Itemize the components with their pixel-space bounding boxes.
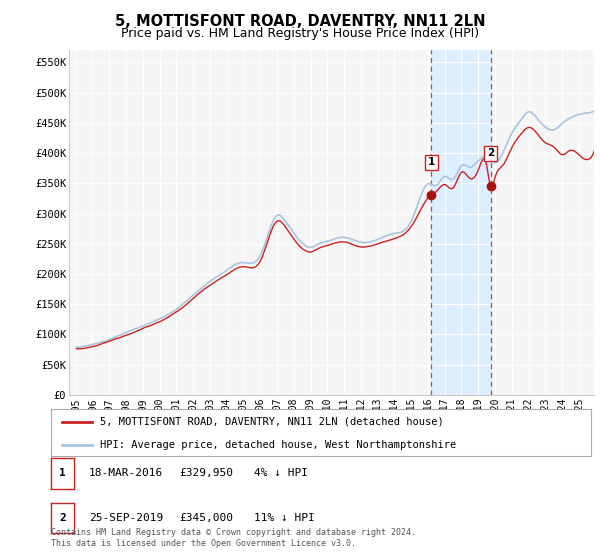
Text: Contains HM Land Registry data © Crown copyright and database right 2024.
This d: Contains HM Land Registry data © Crown c… [51, 528, 416, 548]
Text: 5, MOTTISFONT ROAD, DAVENTRY, NN11 2LN (detached house): 5, MOTTISFONT ROAD, DAVENTRY, NN11 2LN (… [100, 417, 443, 427]
Text: £329,950: £329,950 [179, 468, 233, 478]
Text: 18-MAR-2016: 18-MAR-2016 [89, 468, 163, 478]
Text: £345,000: £345,000 [179, 513, 233, 523]
Text: HPI: Average price, detached house, West Northamptonshire: HPI: Average price, detached house, West… [100, 440, 456, 450]
Bar [431, 50, 491, 395]
Text: 1: 1 [59, 468, 66, 478]
Text: 11% ↓ HPI: 11% ↓ HPI [254, 513, 314, 523]
Text: 4% ↓ HPI: 4% ↓ HPI [254, 468, 308, 478]
Text: 2: 2 [59, 513, 66, 523]
Text: 1: 1 [428, 157, 435, 167]
Text: 25-SEP-2019: 25-SEP-2019 [89, 513, 163, 523]
Text: 5, MOTTISFONT ROAD, DAVENTRY, NN11 2LN: 5, MOTTISFONT ROAD, DAVENTRY, NN11 2LN [115, 14, 485, 29]
Text: Price paid vs. HM Land Registry's House Price Index (HPI): Price paid vs. HM Land Registry's House … [121, 27, 479, 40]
Text: 2: 2 [487, 148, 494, 158]
